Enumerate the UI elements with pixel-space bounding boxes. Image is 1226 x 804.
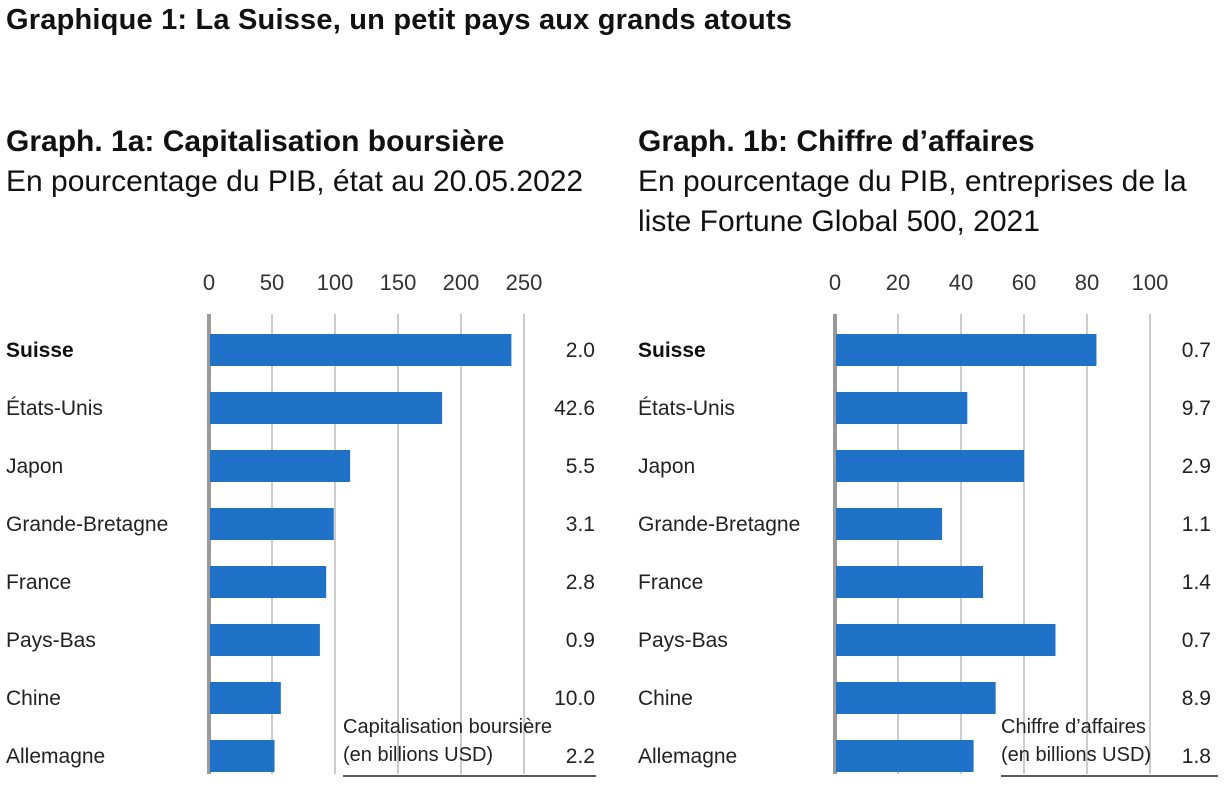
bar [836, 450, 1024, 482]
category-label: France [6, 571, 71, 594]
category-label: France [638, 571, 703, 594]
category-label: Pays-Bas [6, 629, 96, 652]
category-label: Japon [6, 455, 63, 478]
chart-panel-chiffre-affaires: Graph. 1b: Chiffre d’affaires En pourcen… [638, 122, 1226, 804]
x-tick-label: 80 [1075, 270, 1099, 295]
x-tick-label: 60 [1012, 270, 1036, 295]
bar [836, 334, 1097, 366]
value-label: 5.5 [566, 455, 595, 478]
value-label: 1.4 [1182, 571, 1212, 594]
x-tick-label: 100 [1132, 270, 1169, 295]
value-label: 9.7 [1182, 397, 1211, 420]
category-label: Suisse [638, 339, 706, 362]
secondary-column-unit: (en billions USD) [1001, 744, 1151, 766]
category-label: Chine [638, 687, 693, 710]
bar-chart-capitalisation: 0 50 100 150 200 250 Suisse 2.0 États-Unis 42.6 Ja… [6, 270, 596, 777]
x-tick-label: 100 [317, 270, 354, 295]
category-label: Pays-Bas [638, 629, 728, 652]
page-title: Graphique 1: La Suisse, un petit pays au… [6, 4, 793, 36]
value-label: 8.9 [1182, 687, 1211, 710]
value-label: 10.0 [554, 687, 595, 710]
category-label: Grande-Bretagne [638, 513, 800, 536]
bar [210, 392, 443, 424]
bar [836, 682, 996, 714]
bar [210, 508, 334, 540]
category-label: Suisse [6, 339, 74, 362]
category-label: Allemagne [638, 745, 737, 768]
category-label: Japon [638, 455, 695, 478]
x-tick-label: 20 [886, 270, 910, 295]
chart-title: Graph. 1b: Chiffre d’affaires [638, 125, 1035, 158]
bar [836, 508, 943, 540]
secondary-column-label: Chiffre d’affaires [1001, 716, 1146, 738]
value-label: 2.2 [566, 745, 595, 768]
bar-chart-chiffre-affaires: 0 20 40 60 80 100 Suisse 0.7 États-Unis 9.7 Japon 2… [638, 270, 1218, 777]
x-tick-label: 0 [203, 270, 215, 295]
bar [210, 566, 327, 598]
bar [210, 624, 320, 656]
chart-subtitle: En pourcentage du PIB, entreprises de la… [638, 165, 1187, 238]
bar [836, 624, 1056, 656]
bar [836, 392, 968, 424]
bar [836, 740, 974, 772]
chart-title: Graph. 1a: Capitalisation boursière [6, 125, 505, 158]
x-tick-label: 0 [829, 270, 841, 295]
category-label: États-Unis [638, 397, 735, 420]
secondary-column-unit: (en billions USD) [343, 744, 493, 766]
value-label: 2.8 [566, 571, 595, 594]
chart-panel-capitalisation: Graph. 1a: Capitalisation boursière En p… [6, 122, 606, 804]
value-label: 0.7 [1182, 629, 1211, 652]
x-tick-label: 250 [506, 270, 543, 295]
value-label: 2.0 [566, 339, 595, 362]
bar [210, 740, 275, 772]
bar [836, 566, 984, 598]
value-label: 42.6 [554, 397, 595, 420]
x-tick-label: 40 [949, 270, 973, 295]
chart-subtitle: En pourcentage du PIB, état au 20.05.202… [6, 165, 584, 198]
value-label: 1.1 [1182, 513, 1211, 536]
bar [210, 334, 512, 366]
value-label: 2.9 [1182, 455, 1211, 478]
category-label: Chine [6, 687, 61, 710]
category-label: États-Unis [6, 397, 103, 420]
category-label: Allemagne [6, 745, 105, 768]
category-label: Grande-Bretagne [6, 513, 168, 536]
x-tick-label: 50 [260, 270, 284, 295]
secondary-column-label: Capitalisation boursière [343, 716, 552, 738]
bar [210, 682, 281, 714]
x-tick-label: 200 [443, 270, 480, 295]
bar [210, 450, 351, 482]
value-label: 3.1 [566, 513, 595, 536]
value-label: 0.9 [566, 629, 595, 652]
x-tick-label: 150 [380, 270, 417, 295]
value-label: 1.8 [1182, 745, 1211, 768]
value-label: 0.7 [1182, 339, 1211, 362]
